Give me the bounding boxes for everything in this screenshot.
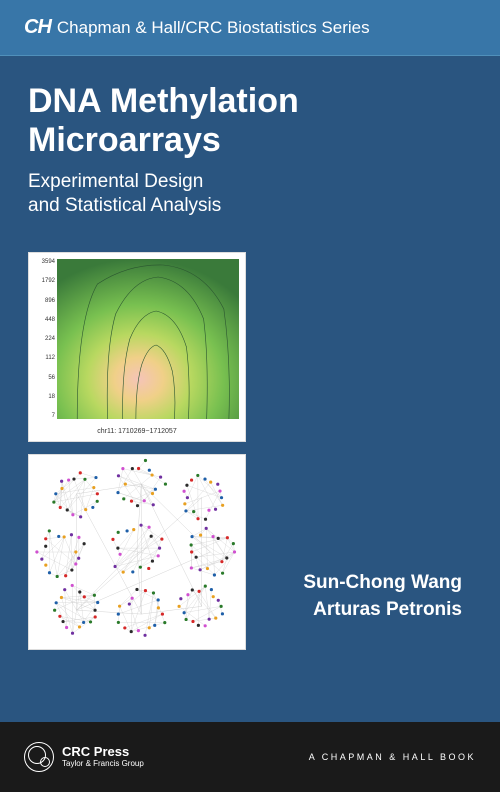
book-subtitle: Experimental Design and Statistical Anal… — [28, 170, 472, 218]
book-title: DNA Methylation Microarrays — [28, 82, 472, 160]
author-2: Arturas Petronis — [303, 597, 462, 624]
y-tick: 18 — [33, 394, 55, 400]
publisher-name: CRC Press — [62, 745, 144, 759]
title-block: DNA Methylation Microarrays Experimental… — [0, 56, 500, 228]
heatmap-chart: 7 18 56 112 224 448 896 1792 3594 chr11:… — [28, 252, 246, 442]
y-tick: 56 — [33, 375, 55, 381]
subtitle-line-2: and Statistical Analysis — [28, 195, 221, 216]
figure-panel: 7 18 56 112 224 448 896 1792 3594 chr11:… — [28, 252, 246, 650]
crc-logo-icon — [24, 742, 54, 772]
y-tick: 448 — [33, 317, 55, 323]
crc-press-logo: CRC Press Taylor & Francis Group — [24, 742, 144, 772]
crc-text: CRC Press Taylor & Francis Group — [62, 745, 144, 768]
heatmap-svg — [57, 259, 239, 419]
subtitle-line-1: Experimental Design — [28, 171, 203, 192]
authors-block: Sun-Chong Wang Arturas Petronis — [303, 570, 462, 623]
series-logo: CH Chapman & Hall/CRC Biostatistics Seri… — [24, 16, 370, 39]
series-banner: CH Chapman & Hall/CRC Biostatistics Seri… — [0, 0, 500, 56]
y-tick: 1792 — [33, 278, 55, 284]
book-cover: CH Chapman & Hall/CRC Biostatistics Seri… — [0, 0, 500, 792]
heatmap-x-label: chr11: 1710269−1712057 — [29, 428, 245, 435]
y-tick: 7 — [33, 413, 55, 419]
y-tick: 224 — [33, 336, 55, 342]
network-chart — [28, 454, 246, 650]
y-tick: 112 — [33, 355, 55, 361]
heatmap-y-axis: 7 18 56 112 224 448 896 1792 3594 — [33, 259, 55, 419]
publisher-mark: CH — [24, 16, 51, 39]
y-tick: 3594 — [33, 259, 55, 265]
author-1: Sun-Chong Wang — [303, 570, 462, 597]
publisher-tagline: Taylor & Francis Group — [62, 760, 144, 769]
publisher-footer: CRC Press Taylor & Francis Group A CHAPM… — [0, 722, 500, 792]
y-tick: 896 — [33, 298, 55, 304]
series-name: Chapman & Hall/CRC Biostatistics Series — [57, 18, 370, 38]
imprint-text: A CHAPMAN & HALL BOOK — [309, 752, 476, 762]
network-svg — [29, 455, 245, 649]
heatmap-area — [57, 259, 239, 419]
